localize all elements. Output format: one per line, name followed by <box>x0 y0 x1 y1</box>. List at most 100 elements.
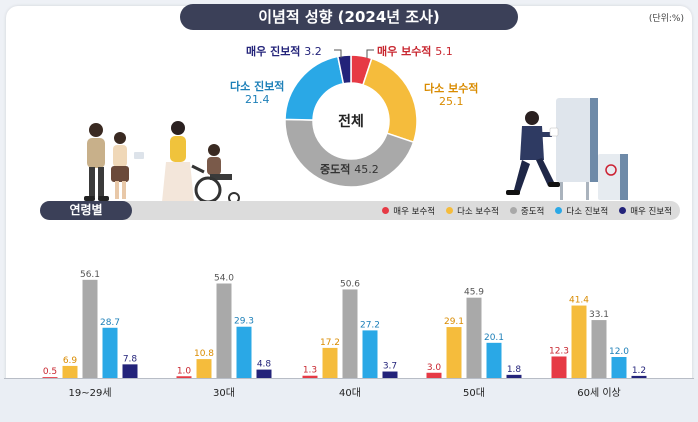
bar-value-label: 56.1 <box>80 270 100 280</box>
bar-value-label: 41.4 <box>569 296 589 306</box>
pie-label-value: 21.4 <box>244 93 270 106</box>
bar-value-label: 12.3 <box>549 346 569 356</box>
bar <box>571 305 587 378</box>
bar <box>426 372 442 378</box>
bar <box>506 374 522 378</box>
pie-label-text: 매우 보수적 <box>377 45 432 58</box>
age-group-label: 연령별 <box>40 201 132 220</box>
voter-ballot-illustration <box>506 98 628 200</box>
pie-label-value: 45.2 <box>354 163 379 176</box>
pie-center-label: 전체 <box>338 113 364 130</box>
bar <box>611 357 627 378</box>
bar <box>216 283 232 378</box>
bar <box>446 327 462 378</box>
legend-item: 매우 진보적 <box>619 205 672 217</box>
bar-value-label: 1.2 <box>632 366 646 376</box>
bar-value-label: 6.9 <box>63 356 78 366</box>
category-label: 50대 <box>463 387 485 399</box>
bar <box>302 375 318 378</box>
bar-value-label: 54.0 <box>214 274 234 284</box>
bar-value-label: 7.8 <box>123 354 138 364</box>
bar-value-label: 20.1 <box>484 333 504 343</box>
bar-value-label: 1.3 <box>303 366 317 376</box>
bar <box>631 375 647 378</box>
legend-text: 매우 보수적 <box>393 206 436 217</box>
pie-label-moderate: 중도적 45.2 <box>320 163 379 176</box>
bar-value-label: 1.8 <box>507 365 522 375</box>
legend-dot <box>509 207 517 214</box>
leader-line <box>334 49 342 58</box>
legend: 매우 보수적 다소 보수적 중도적 다소 진보적 매우 진보적 <box>382 201 672 220</box>
category-label: 60세 이상 <box>577 387 621 399</box>
bar-value-label: 50.6 <box>340 279 360 289</box>
legend-dot <box>619 207 627 214</box>
bar <box>256 369 272 378</box>
age-strip <box>40 201 680 220</box>
pie-slice-moderate <box>284 118 415 188</box>
family-walking-illustration <box>84 123 144 201</box>
bar <box>342 289 358 378</box>
pie-label-text: 다소 진보적 <box>230 80 285 93</box>
bar <box>466 297 482 378</box>
legend-text: 매우 진보적 <box>630 206 672 217</box>
legend-dot <box>555 207 563 214</box>
chart-baseline <box>4 378 694 379</box>
legend-item: 매우 보수적 <box>382 205 435 217</box>
bar-value-label: 4.8 <box>257 360 272 370</box>
bar <box>551 356 567 378</box>
legend-dot <box>446 207 454 214</box>
bar <box>322 347 338 378</box>
bar <box>102 327 118 378</box>
donut-hole <box>314 84 388 158</box>
bar <box>122 364 138 378</box>
legend-text: 다소 진보적 <box>566 206 609 217</box>
bar <box>362 330 378 378</box>
bar-value-label: 29.1 <box>444 317 464 327</box>
pie-label-somewhat-progressive: 다소 진보적 21.4 <box>230 80 284 106</box>
legend-item: 다소 보수적 <box>446 205 499 217</box>
bar-value-label: 17.2 <box>320 338 340 348</box>
legend-item: 중도적 <box>509 205 545 217</box>
chart-footer <box>0 379 698 422</box>
bar-value-label: 1.0 <box>177 366 192 376</box>
bar-value-label: 12.0 <box>609 347 629 357</box>
bar <box>236 326 252 378</box>
pie-label-value: 25.1 <box>438 95 464 108</box>
page-title: 이념적 성향 (2024년 조사) <box>180 4 518 30</box>
category-label: 40대 <box>339 387 361 399</box>
pie-label-text: 매우 진보적 <box>246 45 301 58</box>
legend-text: 중도적 <box>520 206 545 217</box>
unit-label: (단위:%) <box>648 14 684 24</box>
pie-label-value: 5.1 <box>435 45 453 58</box>
bar-value-label: 29.3 <box>234 317 254 327</box>
bar-value-label: 3.7 <box>383 362 397 372</box>
legend-text: 다소 보수적 <box>457 206 499 217</box>
bar <box>591 320 607 378</box>
bar <box>382 371 398 378</box>
pie-label-value: 3.2 <box>304 45 322 58</box>
legend-dot <box>382 207 390 214</box>
pie-label-very-conservative: 매우 보수적 5.1 <box>377 45 453 58</box>
pie-label-very-progressive: 매우 진보적 3.2 <box>246 45 322 58</box>
category-label: 30대 <box>213 387 235 399</box>
leader-line <box>366 49 374 58</box>
bar <box>176 376 192 378</box>
bar-value-label: 45.9 <box>464 288 484 298</box>
bar <box>62 365 78 378</box>
bar-value-label: 33.1 <box>589 310 609 320</box>
pie-label-text: 중도적 <box>320 163 351 176</box>
overall-donut-chart: 전체 <box>284 49 418 188</box>
bar <box>196 359 212 378</box>
bar <box>486 342 502 378</box>
bar-value-label: 10.8 <box>194 349 214 359</box>
category-label: 19~29세 <box>68 387 111 399</box>
bar <box>82 279 98 378</box>
wheelchair-illustration <box>162 121 240 204</box>
legend-item: 다소 진보적 <box>555 205 608 217</box>
bar-value-label: 3.0 <box>427 363 442 373</box>
bar-value-label: 27.2 <box>360 320 380 330</box>
bar <box>42 377 58 378</box>
bar-value-label: 0.5 <box>43 367 57 377</box>
